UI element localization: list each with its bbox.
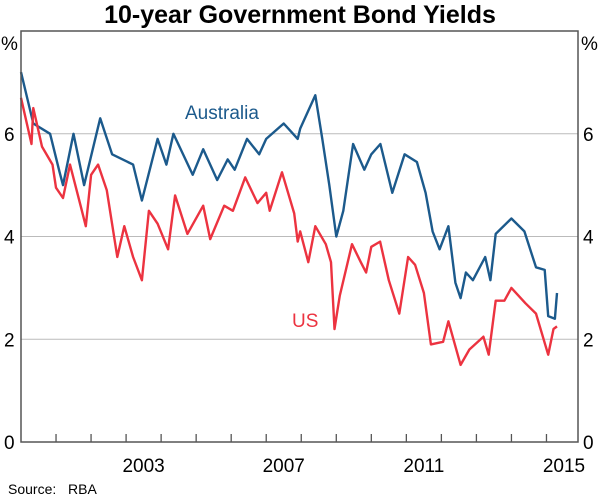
- y-tick-right-6: 6: [583, 125, 594, 146]
- series-line-australia: [19, 71, 559, 320]
- plot-frame: [20, 30, 579, 443]
- y-tick-left-4: 4: [4, 228, 15, 249]
- y-tick-left-0: 0: [4, 433, 15, 454]
- y-tick-left-2: 2: [4, 330, 15, 351]
- axis-labels: 0 0 2 2 4 4 6 6 2003 2007 2011 2015: [4, 125, 594, 477]
- x-tick-label-2003: 2003: [122, 456, 164, 477]
- source-value: RBA: [68, 481, 97, 497]
- y-tick-right-0: 0: [583, 433, 594, 454]
- source-label: Source:: [8, 481, 57, 497]
- annotation-australia: Australia: [185, 103, 259, 124]
- series-line-us: [19, 97, 558, 367]
- x-tick-label-2011: 2011: [403, 456, 444, 477]
- series-lines: [19, 71, 559, 367]
- chart-title: 10-year Government Bond Yields: [104, 1, 496, 29]
- y-tick-left-6: 6: [4, 125, 15, 146]
- x-axis-ticks: [55, 434, 548, 442]
- source-note: Source: RBA: [8, 481, 97, 497]
- x-tick-label-2007: 2007: [263, 456, 305, 477]
- y-tick-right-2: 2: [583, 330, 594, 351]
- x-tick-label-2015: 2015: [543, 456, 585, 477]
- y-unit-right: %: [581, 34, 598, 55]
- y-tick-right-4: 4: [583, 228, 594, 249]
- annotation-us: US: [292, 311, 318, 332]
- y-unit-left: %: [1, 34, 18, 55]
